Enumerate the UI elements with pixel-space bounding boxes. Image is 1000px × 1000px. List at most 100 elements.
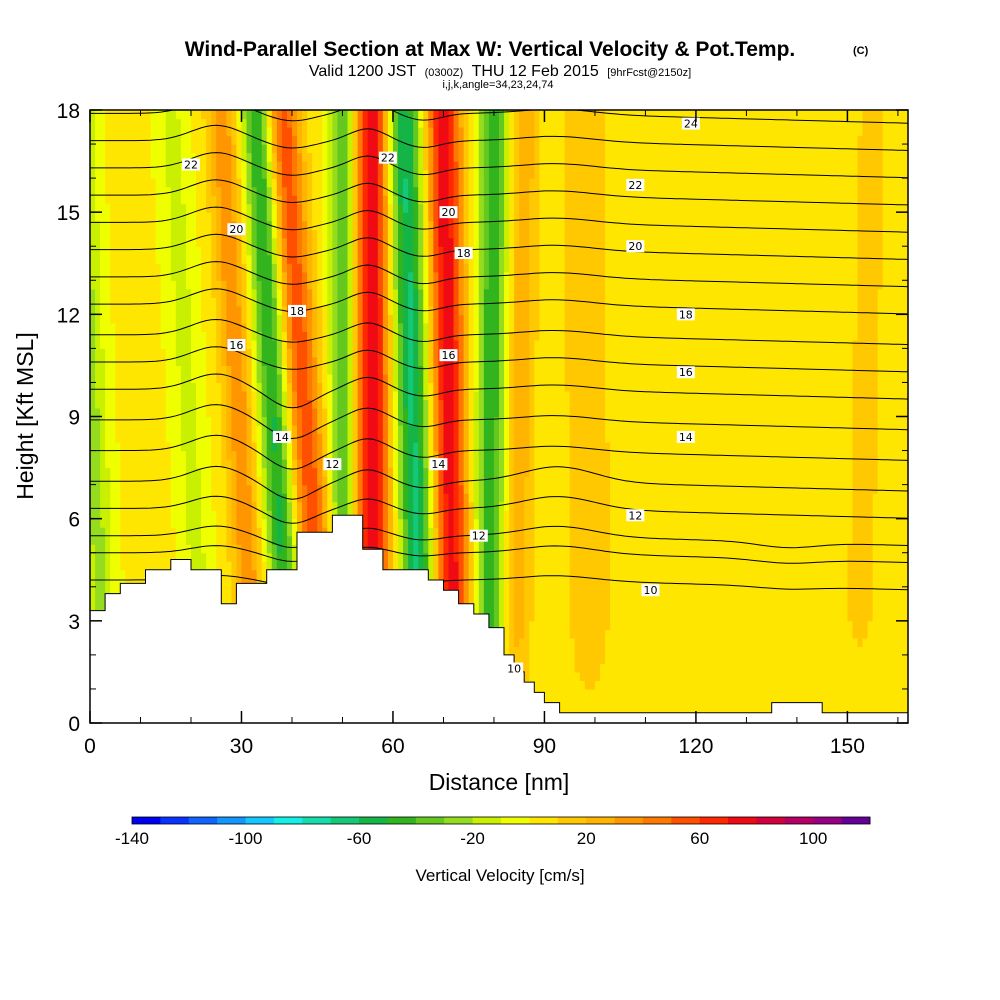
velocity-cell [372, 212, 379, 222]
velocity-cell [322, 476, 328, 486]
velocity-cell [241, 552, 248, 562]
velocity-cell [266, 510, 273, 520]
velocity-cell [428, 271, 434, 281]
velocity-cell [372, 331, 379, 341]
velocity-cell [423, 467, 429, 477]
velocity-cell [180, 331, 187, 341]
velocity-cell [297, 433, 303, 443]
velocity-cell [302, 229, 308, 239]
velocity-cell [135, 212, 142, 222]
velocity-cell [150, 118, 157, 128]
velocity-cell [433, 144, 440, 154]
velocity-cell [110, 280, 116, 290]
velocity-cell [266, 280, 273, 290]
velocity-cell [382, 322, 389, 332]
velocity-cell [130, 561, 137, 571]
velocity-cell [185, 212, 192, 222]
velocity-cell [317, 433, 323, 443]
velocity-cell [337, 169, 344, 179]
velocity-cell [347, 305, 354, 315]
velocity-cell [398, 399, 404, 409]
velocity-cell [135, 348, 142, 358]
velocity-cell [291, 110, 298, 120]
velocity-cell [382, 118, 389, 128]
velocity-cell [246, 373, 253, 384]
velocity-cell [428, 433, 434, 443]
velocity-cell [155, 348, 162, 358]
velocity-cell [327, 195, 333, 205]
velocity-cell [105, 305, 111, 315]
velocity-cell [211, 450, 217, 460]
velocity-cell [201, 365, 207, 375]
velocity-cell [387, 271, 394, 281]
velocity-cell [95, 263, 101, 273]
velocity-cell [135, 144, 142, 154]
velocity-cell [115, 288, 121, 298]
velocity-cell [246, 518, 253, 528]
velocity-cell [337, 288, 344, 298]
velocity-cell [322, 118, 328, 128]
velocity-cell [246, 169, 253, 179]
velocity-cell [246, 390, 253, 401]
velocity-cell [211, 195, 217, 205]
velocity-cell [382, 510, 389, 520]
velocity-cell [413, 407, 419, 418]
velocity-cell [408, 331, 414, 341]
velocity-cell [211, 382, 217, 392]
velocity-cell [95, 586, 101, 596]
velocity-cell [392, 484, 399, 494]
velocity-cell [120, 110, 126, 120]
velocity-cell [211, 305, 217, 315]
velocity-cell [165, 544, 172, 554]
velocity-cell [428, 476, 434, 486]
velocity-cell [337, 501, 344, 511]
velocity-cell [291, 127, 298, 137]
velocity-cell [322, 501, 328, 511]
velocity-cell [398, 178, 404, 188]
velocity-cell [291, 297, 298, 307]
velocity-cell [256, 186, 263, 196]
velocity-cell [377, 229, 384, 239]
velocity-cell [216, 203, 222, 213]
velocity-cell [387, 314, 394, 324]
velocity-cell [241, 510, 248, 520]
velocity-cell [428, 365, 434, 375]
velocity-cell [266, 212, 273, 222]
velocity-cell [140, 501, 147, 511]
velocity-cell [236, 246, 243, 256]
velocity-cell [327, 254, 333, 264]
velocity-cell [221, 118, 227, 128]
velocity-cell [367, 127, 374, 137]
velocity-cell [281, 544, 288, 554]
velocity-cell [418, 467, 424, 477]
velocity-cell [216, 561, 222, 571]
velocity-cell [302, 110, 308, 120]
velocity-cell [180, 305, 187, 315]
velocity-cell [403, 110, 409, 120]
velocity-cell [216, 365, 222, 375]
velocity-cell [408, 203, 414, 213]
velocity-cell [206, 144, 212, 154]
velocity-cell [145, 510, 152, 520]
velocity-cell [382, 263, 389, 273]
velocity-cell [312, 467, 318, 477]
velocity-cell [226, 527, 232, 537]
velocity-cell [276, 510, 283, 520]
velocity-cell [241, 144, 248, 154]
velocity-cell [256, 195, 263, 205]
velocity-cell [322, 399, 328, 409]
velocity-cell [382, 407, 389, 418]
velocity-cell [100, 314, 106, 324]
velocity-cell [266, 390, 273, 401]
velocity-cell [110, 373, 116, 384]
velocity-cell [140, 569, 147, 579]
velocity-cell [105, 288, 111, 298]
velocity-cell [251, 578, 258, 588]
velocity-cell [165, 144, 172, 154]
velocity-cell [150, 442, 157, 452]
velocity-cell [398, 314, 404, 324]
velocity-cell [150, 212, 157, 222]
velocity-cell [155, 527, 162, 537]
velocity-cell [286, 476, 293, 486]
velocity-cell [155, 297, 162, 307]
